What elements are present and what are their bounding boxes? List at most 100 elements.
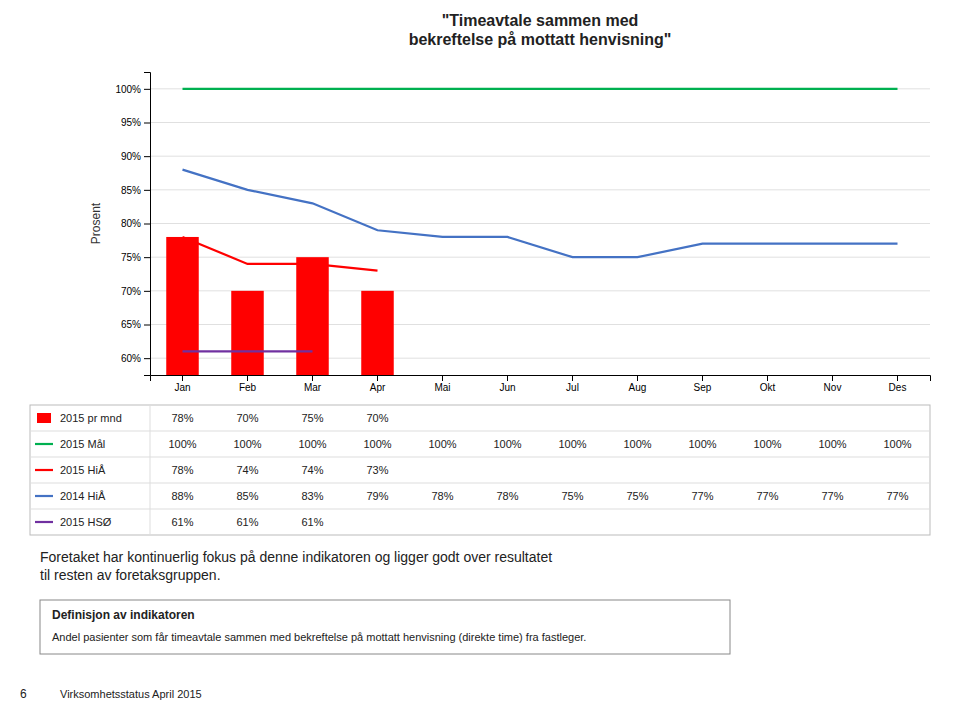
table-value: 100% <box>168 438 196 450</box>
x-tick: Mai <box>434 375 450 393</box>
table-value: 100% <box>298 438 326 450</box>
table-value: 100% <box>818 438 846 450</box>
legend-swatch <box>35 521 53 523</box>
page-number: 6 <box>20 687 27 701</box>
table-value: 78% <box>171 412 193 424</box>
legend-label: 2015 pr mnd <box>60 412 122 424</box>
definition-title: Definisjon av indikatoren <box>52 608 195 622</box>
axis-domain <box>151 376 931 382</box>
x-tick-mark <box>507 375 508 381</box>
table-value: 77% <box>691 490 713 502</box>
legend-table: 2015 pr mnd78%70%75%70%2015 Mål100%100%1… <box>30 405 930 535</box>
table-value: 61% <box>171 516 193 528</box>
table-value: 74% <box>236 464 258 476</box>
x-tick-mark <box>572 375 573 381</box>
bar <box>296 257 329 375</box>
x-tick: Apr <box>370 375 386 393</box>
grid <box>150 89 930 358</box>
grid-line <box>150 189 930 190</box>
table-value: 100% <box>753 438 781 450</box>
y-tick-label: 65% <box>121 319 141 330</box>
x-tick-mark <box>182 375 183 381</box>
legend-label: 2014 HiÅ <box>60 490 106 502</box>
legend-swatch <box>35 443 53 445</box>
line <box>183 88 898 90</box>
y-tick-label: 60% <box>121 353 141 364</box>
legend-divider <box>30 483 930 484</box>
table-value: 75% <box>561 490 583 502</box>
table-value: 100% <box>623 438 651 450</box>
x-tick-label: Jun <box>499 382 515 393</box>
legend-swatch <box>35 469 53 471</box>
y-tick: 90% <box>121 151 150 162</box>
line <box>183 170 898 258</box>
y-tick-mark <box>144 257 150 258</box>
legend-frame <box>30 405 930 535</box>
y-tick: 60% <box>121 353 150 364</box>
y-tick: 85% <box>121 185 150 196</box>
grid-line <box>150 156 930 157</box>
legend-swatch <box>35 495 53 497</box>
x-axis: JanFebMarAprMaiJunJulAugSepOktNovDes <box>151 375 931 393</box>
table-value: 100% <box>363 438 391 450</box>
x-tick: Jun <box>499 375 515 393</box>
title: "Timeavtale sammen medbekreftelse på mot… <box>409 12 672 48</box>
grid-line <box>150 358 930 359</box>
legend-label: 2015 HSØ <box>60 516 112 528</box>
x-tick-label: Nov <box>824 382 842 393</box>
y-tick-label: 80% <box>121 218 141 229</box>
footer: Virksomhetsstatus April 2015 <box>60 688 202 700</box>
table-value: 78% <box>171 464 193 476</box>
annotation-line: Foretaket har kontinuerlig fokus på denn… <box>40 549 552 565</box>
table-value: 73% <box>366 464 388 476</box>
x-tick-mark <box>767 375 768 381</box>
y-tick: 95% <box>121 117 150 128</box>
y-tick-mark <box>144 224 150 225</box>
table-value: 100% <box>688 438 716 450</box>
table-value: 85% <box>236 490 258 502</box>
table-value: 75% <box>626 490 648 502</box>
y-tick-mark <box>144 325 150 326</box>
legend-swatch <box>37 413 51 423</box>
table-value: 77% <box>821 490 843 502</box>
title-line: "Timeavtale sammen med <box>442 12 639 29</box>
table-value: 100% <box>558 438 586 450</box>
x-tick-label: Apr <box>370 382 386 393</box>
axis-domain <box>144 73 151 376</box>
table-value: 74% <box>301 464 323 476</box>
x-tick-label: Jan <box>174 382 190 393</box>
definition-box <box>40 600 730 654</box>
table-value: 77% <box>756 490 778 502</box>
x-tick: Sep <box>694 375 712 393</box>
definition-text: Andel pasienter som får timeavtale samme… <box>52 631 586 643</box>
x-tick-mark <box>702 375 703 381</box>
table-value: 100% <box>883 438 911 450</box>
x-tick-mark <box>442 375 443 381</box>
x-tick: Aug <box>629 375 647 393</box>
chart-svg: "Timeavtale sammen medbekreftelse på mot… <box>0 0 960 710</box>
x-tick-label: Jul <box>566 382 579 393</box>
grid-line <box>150 223 930 224</box>
y-tick-mark <box>144 89 150 90</box>
y-tick-mark <box>144 190 150 191</box>
line <box>183 350 313 352</box>
x-tick-label: Okt <box>760 382 776 393</box>
y-tick-mark <box>144 156 150 157</box>
legend-label: 2015 Mål <box>60 438 105 450</box>
y-tick: 70% <box>121 286 150 297</box>
y-tick: 100% <box>115 84 150 95</box>
y-tick-mark <box>144 123 150 124</box>
annotation-line: til resten av foretaksgruppen. <box>40 567 221 583</box>
grid-line <box>150 88 930 89</box>
x-tick-mark <box>377 375 378 381</box>
grid-line <box>150 257 930 258</box>
y-tick-label: 90% <box>121 151 141 162</box>
table-value: 100% <box>233 438 261 450</box>
table-value: 100% <box>493 438 521 450</box>
x-tick-label: Aug <box>629 382 647 393</box>
x-tick-label: Mar <box>304 382 322 393</box>
legend-divider <box>30 431 930 432</box>
x-tick: Okt <box>760 375 776 393</box>
y-tick-label: 85% <box>121 185 141 196</box>
table-value: 79% <box>366 490 388 502</box>
